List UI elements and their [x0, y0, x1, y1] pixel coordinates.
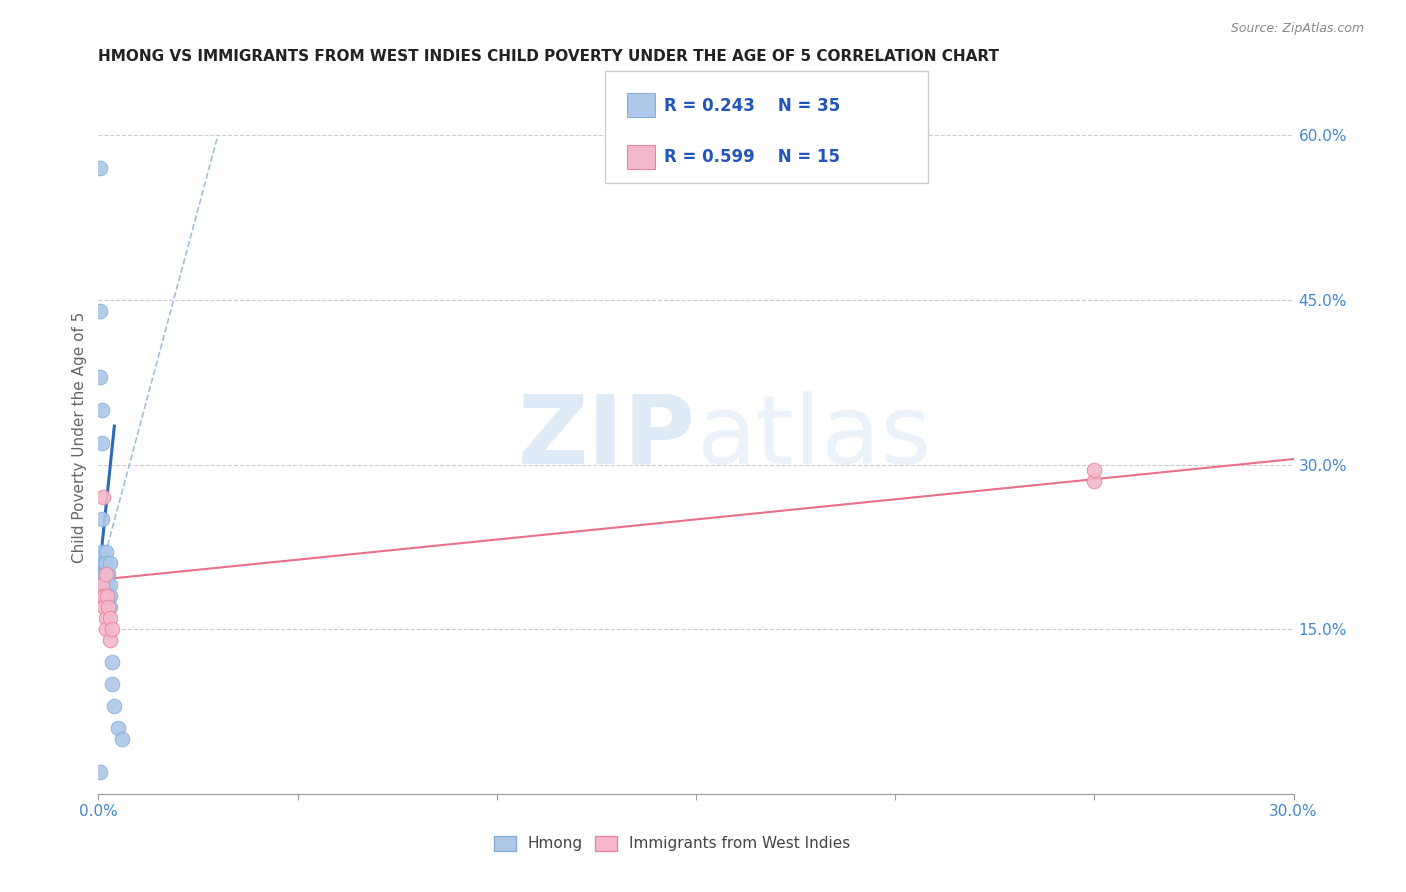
Point: [90, 578, 112, 592]
Point: [91, 512, 114, 526]
Point: [101, 655, 124, 669]
Point: [91, 491, 114, 505]
Point: [101, 677, 124, 691]
Point: [96, 589, 118, 603]
Text: atlas: atlas: [696, 391, 931, 483]
Legend: Hmong, Immigrants from West Indies: Hmong, Immigrants from West Indies: [488, 830, 856, 857]
Point: [98, 578, 122, 592]
Point: [98, 633, 122, 648]
Point: [98, 611, 122, 625]
Y-axis label: Child Poverty Under the Age of 5: Child Poverty Under the Age of 5: [72, 311, 87, 563]
Point: [96, 578, 118, 592]
Point: [89, 303, 111, 318]
Point: [89, 161, 111, 175]
Point: [90, 402, 112, 417]
Text: ZIP: ZIP: [517, 391, 696, 483]
Point: [96, 589, 118, 603]
Point: [111, 731, 134, 746]
Text: R = 0.599    N = 15: R = 0.599 N = 15: [664, 148, 839, 166]
Point: [93, 557, 115, 571]
Point: [91, 589, 114, 603]
Point: [96, 567, 118, 582]
Point: [1083, 474, 1105, 488]
Point: [1083, 463, 1105, 477]
Point: [91, 545, 114, 559]
Point: [91, 589, 114, 603]
Point: [93, 567, 115, 582]
Point: [97, 589, 120, 603]
Point: [94, 567, 117, 582]
Point: [101, 622, 124, 636]
Point: [91, 435, 114, 450]
Point: [91, 578, 114, 592]
Point: [107, 721, 129, 735]
Text: Source: ZipAtlas.com: Source: ZipAtlas.com: [1230, 22, 1364, 36]
Point: [96, 557, 118, 571]
Point: [91, 567, 114, 582]
Point: [93, 578, 115, 592]
Point: [89, 764, 111, 779]
Point: [96, 611, 118, 625]
Point: [89, 369, 111, 384]
Point: [98, 600, 122, 615]
Point: [98, 557, 122, 571]
Point: [91, 567, 114, 582]
Text: HMONG VS IMMIGRANTS FROM WEST INDIES CHILD POVERTY UNDER THE AGE OF 5 CORRELATIO: HMONG VS IMMIGRANTS FROM WEST INDIES CHI…: [98, 49, 1000, 64]
Point: [96, 622, 118, 636]
Point: [96, 578, 118, 592]
Point: [94, 567, 117, 582]
Point: [96, 567, 118, 582]
Point: [103, 699, 125, 714]
Point: [91, 578, 114, 592]
Point: [94, 545, 117, 559]
Text: R = 0.243    N = 35: R = 0.243 N = 35: [664, 96, 839, 115]
Point: [98, 589, 122, 603]
Point: [93, 589, 115, 603]
Point: [93, 600, 115, 615]
Point: [97, 600, 120, 615]
Point: [97, 567, 120, 582]
